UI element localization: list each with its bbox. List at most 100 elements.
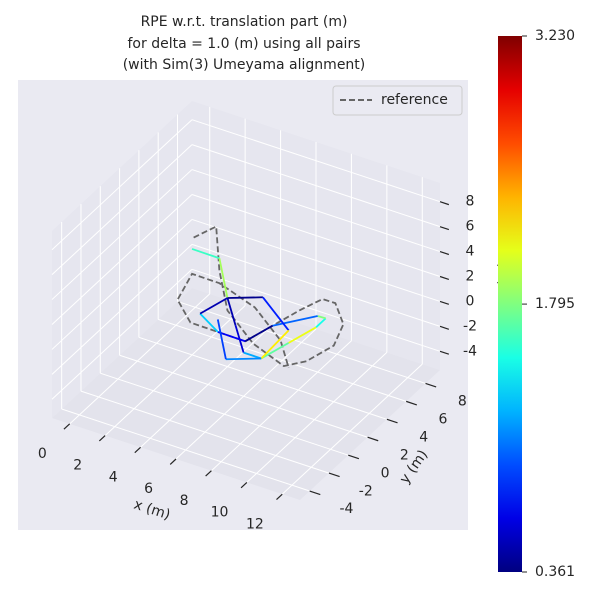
z-tick: [439, 226, 450, 231]
grid-line: [69, 293, 211, 425]
legend-label: reference: [381, 92, 448, 108]
x-tick-label: 12: [246, 516, 264, 532]
title-line: for delta = 1.0 (m) using all pairs: [128, 36, 361, 52]
x-tick-label: 8: [180, 493, 189, 509]
y-tick-label: 4: [419, 430, 428, 446]
title-line: RPE w.r.t. translation part (m): [141, 14, 348, 30]
z-tick-label: 0: [466, 293, 475, 309]
y-tick: [386, 418, 398, 424]
grid-line: [61, 408, 310, 492]
error-segment: [260, 329, 290, 360]
grid-line: [191, 169, 441, 253]
grid-line: [191, 243, 441, 327]
z-tick: [439, 275, 450, 280]
grid-line: [191, 119, 441, 203]
x-tick: [98, 435, 106, 442]
grid-line: [51, 119, 193, 251]
grid-line: [191, 144, 441, 228]
grid-line: [191, 194, 441, 277]
grid-line: [51, 268, 193, 400]
z-tick-label: -2: [463, 318, 477, 334]
x-tick: [134, 446, 141, 454]
grid-line: [119, 354, 368, 438]
error-segment: [217, 331, 246, 343]
colorbar-tick-label: 1.795: [535, 296, 575, 312]
grid-line: [100, 372, 349, 456]
legend: reference: [332, 85, 463, 116]
error-segment: [226, 297, 237, 326]
y-tick-label: -2: [359, 483, 373, 499]
error-segment: [315, 317, 327, 328]
error-segment: [243, 351, 262, 360]
error-segment: [199, 312, 219, 333]
z-tick: [439, 325, 450, 330]
error-segment: [244, 324, 273, 343]
legend-box: [332, 85, 463, 116]
x-tick: [169, 458, 177, 465]
y-tick-label: 8: [458, 394, 467, 410]
title-line: (with Sim(3) Umeyama alignment): [123, 57, 366, 73]
x-tick-label: 0: [38, 446, 47, 462]
y-tick: [406, 400, 418, 406]
y-tick: [328, 472, 340, 478]
z-tick-label: 6: [466, 219, 475, 235]
y-tick: [348, 454, 360, 460]
grid-line: [51, 194, 193, 325]
error-segment: [216, 319, 227, 360]
error-segment: [227, 296, 263, 299]
error-segment: [272, 315, 318, 327]
y-tick-label: 6: [439, 412, 448, 428]
z-tick: [439, 201, 450, 206]
error-segment: [260, 342, 290, 360]
error-segment: [199, 297, 228, 315]
z-tick-label: 4: [466, 244, 475, 260]
grid-line: [51, 144, 193, 275]
grid-line: [140, 316, 281, 448]
grid-line: [191, 218, 441, 302]
z-tick-label: -4: [463, 343, 477, 359]
grid-line: [158, 318, 407, 402]
grid-line: [175, 328, 317, 460]
grid-line: [246, 352, 388, 483]
x-tick-label: 4: [109, 469, 118, 485]
x-tick: [240, 481, 248, 489]
x-tick-label: 10: [211, 505, 229, 521]
z-tick-label: 2: [466, 269, 475, 285]
y-tick-label: -4: [339, 501, 353, 517]
error-segment: [191, 248, 220, 260]
z-tick: [439, 300, 450, 305]
z-tick-label: 8: [466, 194, 475, 210]
grid-line: [138, 336, 388, 420]
x-tick-label: 6: [144, 481, 153, 497]
grid-line: [51, 169, 193, 300]
grid-line: [191, 268, 441, 352]
error-segment: [218, 258, 229, 299]
x-tick: [205, 470, 212, 477]
error-segment: [317, 315, 326, 320]
colorbar-scale: [498, 36, 522, 572]
x-tick: [63, 423, 71, 430]
reference-line: [176, 225, 345, 369]
grid-line: [51, 244, 193, 375]
grid-line: [177, 300, 426, 384]
colorbar-tick-label: 3.230: [535, 28, 575, 44]
colorbar-tick-label: 0.361: [535, 564, 575, 580]
grid-line: [281, 363, 423, 495]
x-tick-label: 2: [73, 458, 82, 474]
error-segment: [262, 296, 290, 331]
grid-line: [51, 219, 193, 350]
colorbar: 0.361 1.795 3.230: [498, 28, 575, 580]
z-tick: [439, 350, 450, 355]
error-segment: [288, 326, 317, 344]
z-tick: [439, 250, 450, 256]
y-tick-label: 2: [400, 447, 409, 463]
grid-line: [211, 340, 352, 472]
grid-line: [104, 305, 246, 436]
y-tick: [367, 436, 379, 442]
error-segment: [225, 357, 262, 361]
y-tick-label: 0: [381, 465, 390, 481]
y-tick: [309, 490, 321, 496]
grid-line: [80, 390, 330, 474]
